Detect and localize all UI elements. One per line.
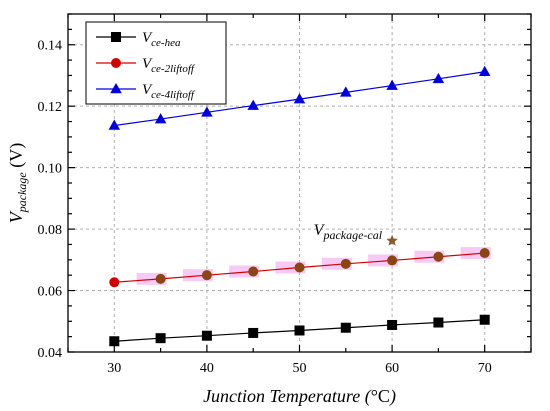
data-point-ce-hea (387, 319, 398, 330)
data-point-ce-hea (201, 330, 212, 341)
y-axis-title-sub: package (15, 172, 29, 214)
x-axis-title-main: Junction Temperature ( (203, 386, 372, 407)
data-point-ce-hea (248, 327, 259, 338)
legend-label-main: V (142, 82, 153, 98)
annotation-layer: Vpackage-cal (314, 222, 398, 246)
y-tick-label: 0.08 (38, 223, 63, 238)
data-point-ce-2liftoff (155, 273, 166, 284)
data-point-ce-4liftoff (293, 93, 306, 104)
data-point-ce-hea (155, 333, 166, 344)
y-tick-label: 0.10 (38, 162, 63, 177)
y-tick-label: 0.14 (38, 39, 63, 54)
legend-marker-ce-hea (111, 32, 121, 42)
y-axis-title-unit: (V) (6, 143, 27, 173)
data-point-ce-4liftoff (108, 119, 121, 130)
annotation-label-main: V (314, 222, 326, 239)
data-point-ce-4liftoff (154, 113, 167, 124)
annotation-label: Vpackage-cal (314, 222, 383, 242)
series-layer (108, 65, 491, 347)
legend-label: Vce-hea (142, 30, 181, 49)
legend-label-main: V (142, 56, 153, 72)
data-point-ce-4liftoff (432, 72, 445, 84)
axes-layer (67, 13, 532, 353)
data-point-ce-2liftoff (433, 251, 444, 262)
y-tick-label: 0.12 (38, 100, 63, 115)
data-point-ce-hea (433, 317, 444, 328)
y-axis-title-main: V (6, 210, 26, 223)
data-point-ce-2liftoff (294, 262, 305, 273)
x-axis-title-unit: °C (371, 386, 390, 406)
data-point-ce-2liftoff (109, 277, 120, 288)
x-tick-label: 30 (107, 361, 121, 376)
legend-marker-ce-2liftoff (111, 58, 121, 68)
data-point-ce-4liftoff (478, 65, 491, 77)
data-point-ce-2liftoff (479, 248, 490, 259)
x-axis-title: Junction Temperature (°C) (203, 386, 396, 407)
data-point-ce-hea (294, 325, 305, 336)
x-tick-label: 70 (478, 361, 492, 376)
highlight-box (460, 247, 491, 260)
x-axis-title-close: ) (389, 386, 396, 407)
data-point-ce-2liftoff (340, 258, 351, 269)
y-tick-label: 0.06 (38, 285, 63, 300)
data-point-ce-4liftoff (340, 86, 352, 97)
y-tick-label: 0.04 (38, 346, 63, 361)
data-point-ce-2liftoff (248, 266, 259, 277)
data-point-ce-4liftoff (201, 106, 213, 117)
data-point-ce-2liftoff (201, 270, 212, 281)
data-point-ce-hea (109, 336, 120, 347)
annotation-label-sub: package-cal (322, 228, 382, 242)
data-point-ce-hea (479, 314, 490, 325)
legend-label: Vce-4liftoff (142, 82, 196, 101)
legend-label-sub: ce-4liftoff (151, 89, 196, 101)
x-tick-label: 50 (293, 361, 307, 376)
legend-label: Vce-2liftoff (142, 56, 196, 75)
data-point-ce-4liftoff (247, 99, 259, 110)
x-tick-label: 40 (200, 361, 214, 376)
data-point-ce-hea (340, 322, 351, 333)
labels-layer: 30 40 50 60 70 0.04 0.06 0.08 0.10 0.12 0.14 Juncti… (6, 39, 492, 407)
legend-label-sub: ce-2liftoff (151, 63, 196, 75)
legend-label-sub: ce-hea (151, 37, 181, 49)
annotation-star (386, 234, 398, 246)
legend-marker-ce-4liftoff (110, 83, 122, 94)
legend-label-main: V (142, 30, 153, 46)
x-tick-label: 60 (385, 361, 399, 376)
data-point-ce-4liftoff (386, 79, 398, 90)
data-point-ce-2liftoff (387, 255, 398, 266)
y-axis-title: Vpackage (V) (6, 143, 29, 223)
